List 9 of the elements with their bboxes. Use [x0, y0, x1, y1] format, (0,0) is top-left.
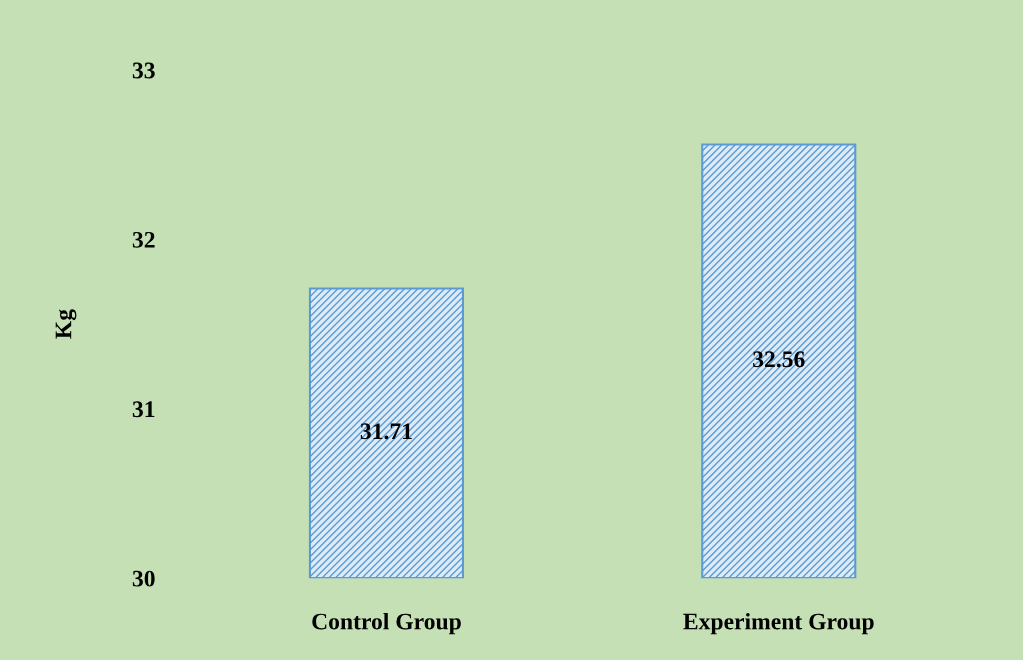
y-tick-label: 32	[132, 231, 155, 248]
data-label: 32.56	[753, 351, 805, 368]
y-tick-label: 33	[132, 62, 155, 79]
x-tick-label: Control Group	[312, 612, 461, 635]
y-axis-title: Kg	[55, 309, 77, 339]
data-label: 31.71	[360, 423, 412, 440]
y-tick-label: 30	[132, 570, 155, 587]
y-tick-label: 31	[132, 401, 155, 418]
x-tick-label: Experiment Group	[683, 612, 874, 635]
